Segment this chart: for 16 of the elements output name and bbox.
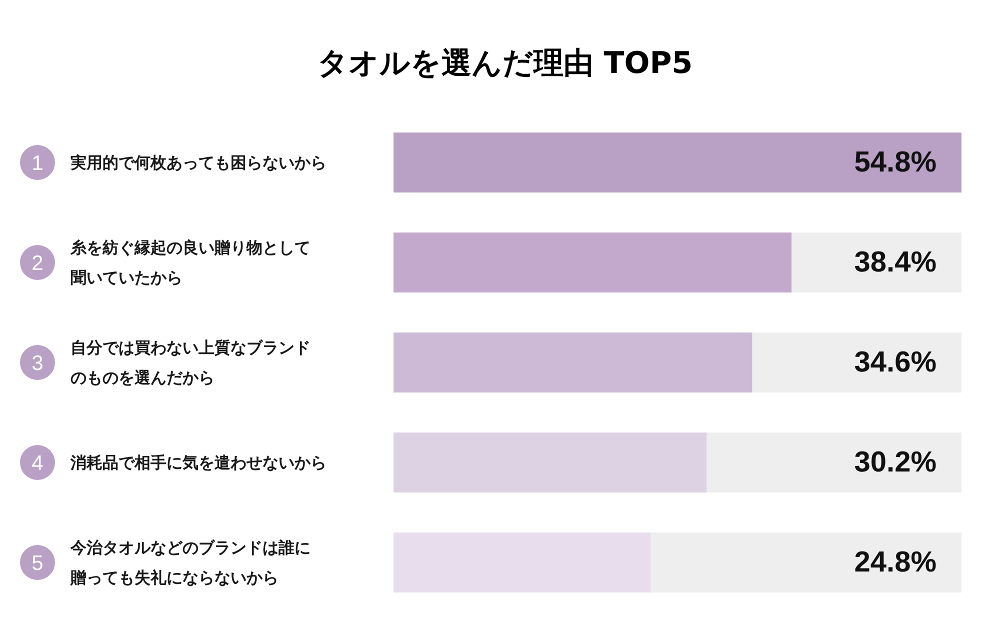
y-tick-label: 今治タオルなどのブランドは誰に贈っても失礼にならないから bbox=[70, 538, 310, 588]
y-tick-label: 糸を紡ぐ縁起の良い贈り物として聞いていたから bbox=[70, 238, 310, 288]
y-tick-label: 消耗品で相手に気を遣わせないから bbox=[70, 453, 326, 472]
data-label: 30.2% bbox=[854, 446, 937, 478]
text: 1 bbox=[32, 152, 44, 175]
data-label: 38.4% bbox=[854, 246, 937, 278]
text: 4 bbox=[32, 452, 44, 475]
y-tick-label: 実用的で何枚あっても困らないから bbox=[70, 153, 326, 172]
text: 5 bbox=[32, 552, 44, 575]
text: 2 bbox=[32, 252, 44, 275]
chart-title: タオルを選んだ理由 TOP5 bbox=[317, 45, 693, 83]
y-tick-label: 自分では買わない上質なブランドのものを選んだから bbox=[70, 338, 310, 388]
data-label: 34.6% bbox=[854, 346, 937, 378]
data-label: 24.8% bbox=[854, 546, 937, 578]
data-label: 54.8% bbox=[854, 146, 937, 178]
text: 3 bbox=[32, 352, 44, 375]
